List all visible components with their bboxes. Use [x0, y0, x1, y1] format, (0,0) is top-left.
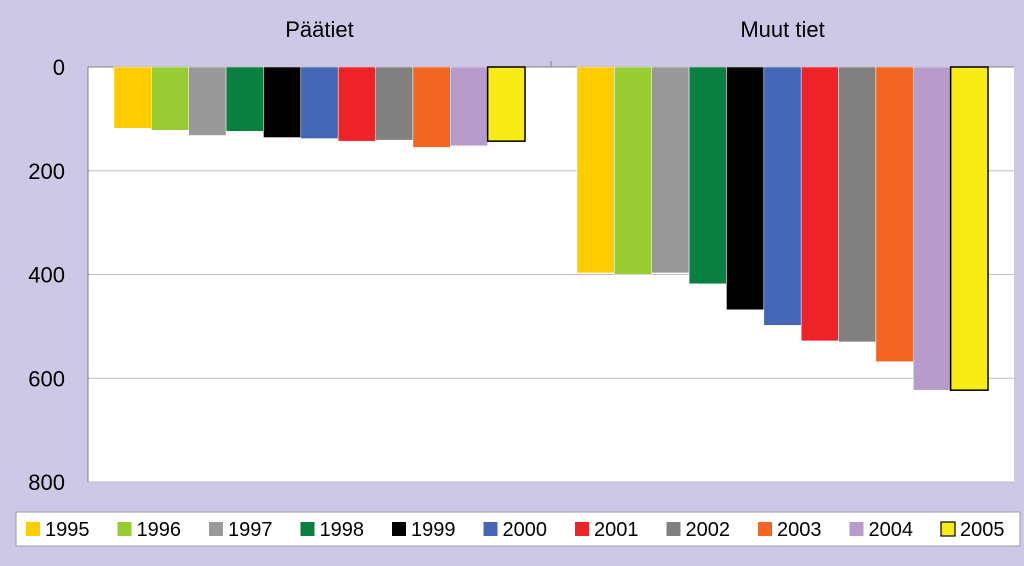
bar-2004-muut-tiet: [913, 66, 951, 391]
legend-swatch: [849, 522, 864, 536]
y-tick-label: 200: [28, 159, 65, 184]
bar-2005-muut-tiet: [949, 66, 989, 391]
legend-swatch: [117, 522, 132, 536]
bar-1998-paatiet: [225, 66, 264, 132]
legend-label: 1999: [411, 519, 456, 541]
legend-swatch: [392, 522, 406, 536]
legend-label: 2003: [777, 519, 822, 541]
bar-1995-muut-tiet: [576, 66, 615, 274]
legend-swatch: [209, 522, 223, 536]
bar-2004-paatiet: [450, 66, 488, 147]
bar-2001-muut-tiet: [800, 66, 839, 342]
y-tick-label: 400: [28, 263, 65, 288]
y-tick-label: 600: [28, 366, 65, 391]
bar-1999-muut-tiet: [726, 66, 765, 311]
bar-2005-paatiet: [486, 66, 526, 142]
legend-label: 2002: [686, 519, 731, 541]
legend-label: 2001: [594, 519, 639, 541]
bar-2003-paatiet: [412, 66, 451, 148]
bar-2000-muut-tiet: [763, 66, 802, 326]
legend-swatch: [300, 522, 315, 536]
y-tick-label: 0: [53, 55, 65, 80]
bar-2003-muut-tiet: [875, 66, 914, 362]
bar-1995-paatiet: [113, 66, 152, 129]
bar-1997-muut-tiet: [651, 66, 690, 274]
legend-label: 2005: [960, 519, 1005, 541]
legend-label: 1997: [228, 519, 273, 541]
bar-1999-paatiet: [263, 66, 302, 138]
category-label: Muut tiet: [740, 17, 824, 42]
legend-swatch: [666, 522, 681, 536]
bar-1997-paatiet: [188, 66, 227, 136]
y-tick-label: 800: [28, 470, 65, 495]
bar-2002-paatiet: [375, 66, 414, 141]
legend-label: 1995: [45, 519, 90, 541]
legend-label: 1996: [137, 519, 182, 541]
legend-label: 2004: [869, 519, 914, 541]
legend-swatch: [575, 522, 589, 536]
category-label: Päätiet: [285, 17, 354, 42]
bar-1998-muut-tiet: [688, 66, 727, 285]
legend-swatch: [483, 522, 498, 536]
legend-swatch: [26, 522, 40, 536]
bar-2000-paatiet: [300, 66, 339, 139]
legend-label: 1998: [320, 519, 365, 541]
bar-2002-muut-tiet: [838, 66, 877, 343]
bar-2001-paatiet: [337, 66, 376, 142]
bar-1996-paatiet: [151, 66, 189, 131]
legend-swatch: [940, 521, 956, 537]
legend-label: 2000: [503, 519, 548, 541]
legend-swatch: [758, 522, 772, 536]
bar-1996-muut-tiet: [614, 66, 652, 275]
